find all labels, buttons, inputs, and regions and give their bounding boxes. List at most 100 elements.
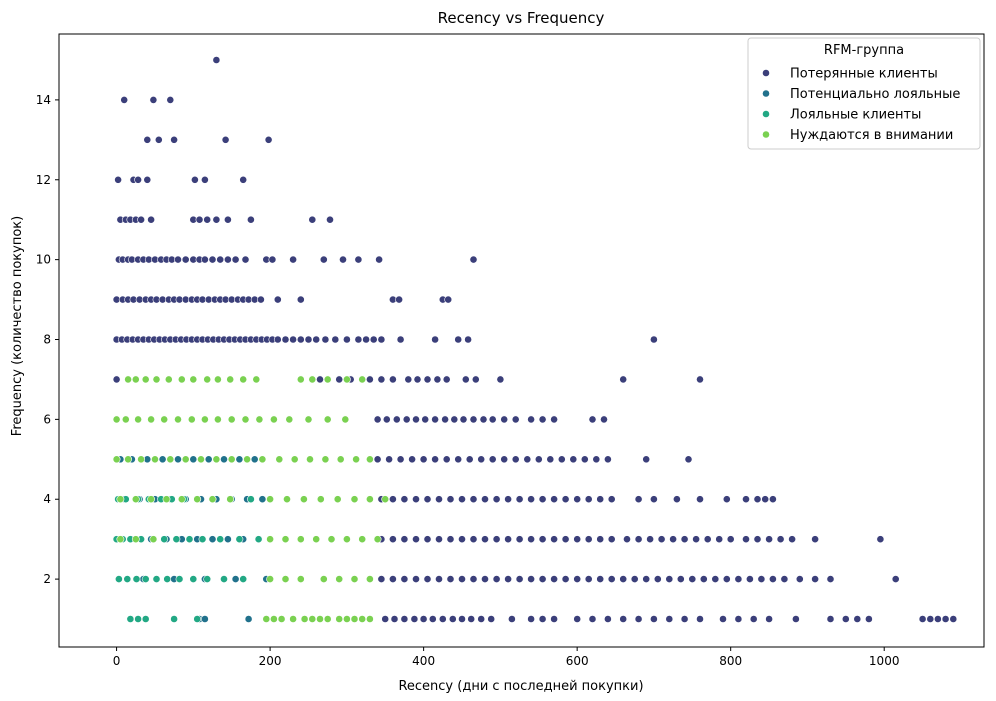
data-point	[174, 255, 182, 264]
y-tick-label: 2	[43, 572, 51, 586]
y-tick-label: 14	[36, 93, 51, 107]
data-point	[189, 455, 198, 464]
data-point	[226, 495, 235, 504]
data-point	[239, 175, 248, 184]
legend: RFM-группа Потерянные клиенты Потенциально…	[747, 37, 981, 150]
data-point	[477, 455, 486, 464]
data-point	[221, 135, 230, 144]
data-point	[634, 535, 643, 544]
data-point	[290, 455, 299, 464]
data-point	[719, 615, 727, 623]
data-point	[134, 175, 142, 184]
data-point	[442, 455, 451, 464]
data-point	[208, 255, 217, 264]
data-point	[412, 535, 420, 544]
data-point	[175, 575, 184, 583]
data-point	[316, 375, 324, 384]
data-point	[255, 415, 264, 424]
data-point	[400, 615, 409, 623]
data-point	[550, 415, 558, 424]
data-point	[213, 375, 222, 384]
data-point	[634, 495, 643, 504]
data-point	[381, 615, 390, 623]
x-tick-label: 1000	[869, 654, 900, 668]
data-point	[481, 535, 489, 544]
data-point	[642, 455, 651, 464]
y-axis-label: Frequency (количество покупок)	[10, 216, 25, 436]
data-point	[527, 495, 535, 504]
data-point	[177, 375, 186, 384]
data-point	[193, 495, 202, 504]
data-point	[336, 455, 345, 464]
data-point	[352, 455, 360, 464]
data-point	[216, 535, 225, 544]
data-point	[515, 535, 524, 544]
data-point	[653, 575, 662, 583]
data-point	[657, 535, 666, 544]
data-point	[123, 575, 132, 583]
data-point	[826, 575, 835, 583]
data-point	[410, 615, 419, 623]
x-axis-label: Recency (дни с последней покупки)	[398, 679, 643, 694]
data-point	[115, 575, 123, 583]
data-point	[500, 455, 509, 464]
data-point	[177, 495, 186, 504]
data-point	[223, 215, 232, 224]
data-point	[243, 455, 251, 464]
data-point	[742, 535, 750, 544]
data-point	[131, 495, 140, 504]
data-point	[584, 535, 593, 544]
data-point	[323, 375, 332, 384]
data-point	[342, 615, 351, 623]
data-point	[174, 415, 182, 424]
legend-marker	[762, 89, 770, 98]
data-point	[158, 455, 167, 464]
data-point	[469, 535, 478, 544]
data-point	[527, 415, 535, 424]
data-point	[749, 615, 758, 623]
data-point	[753, 495, 762, 504]
data-point	[226, 375, 235, 384]
x-axis: 0 200 400 600 800 1000	[113, 647, 900, 668]
data-point	[212, 215, 221, 224]
data-point	[289, 615, 297, 623]
data-point	[373, 455, 382, 464]
data-point	[650, 495, 658, 504]
data-point	[256, 295, 265, 304]
data-point	[241, 255, 250, 264]
data-point	[722, 495, 731, 504]
data-point	[696, 495, 704, 504]
data-point	[223, 535, 232, 544]
data-point	[853, 615, 862, 623]
data-point	[326, 215, 334, 224]
legend-box	[747, 37, 981, 150]
data-point	[634, 615, 643, 623]
data-point	[120, 96, 129, 104]
data-point	[312, 335, 321, 344]
data-point	[435, 495, 443, 504]
data-point	[534, 455, 543, 464]
data-point	[454, 335, 463, 344]
data-point	[734, 615, 743, 623]
data-point	[630, 575, 639, 583]
data-point	[792, 615, 800, 623]
data-point	[312, 535, 321, 544]
data-point	[269, 615, 278, 623]
data-point	[402, 415, 411, 424]
data-point	[126, 615, 135, 623]
data-point	[776, 535, 785, 544]
data-point	[395, 295, 403, 304]
data-point	[246, 495, 255, 504]
y-tick-label: 4	[43, 492, 51, 506]
data-point	[220, 455, 228, 464]
data-point	[604, 615, 612, 623]
x-tick-label: 800	[719, 654, 742, 668]
data-point	[365, 615, 374, 623]
data-point	[392, 415, 401, 424]
data-point	[316, 495, 325, 504]
data-point	[273, 335, 282, 344]
data-point	[441, 415, 449, 424]
data-point	[419, 455, 428, 464]
data-point	[254, 535, 263, 544]
data-point	[703, 535, 712, 544]
